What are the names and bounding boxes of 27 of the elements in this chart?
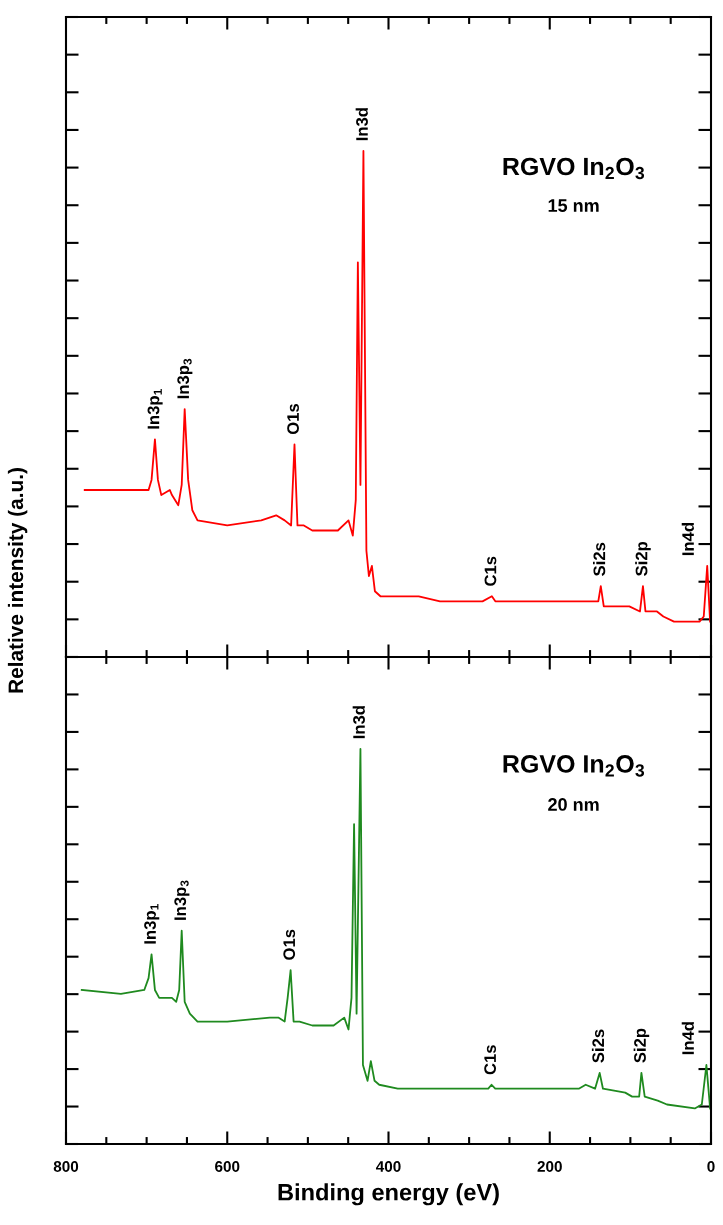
annotation: In3p$_{1}$ (147, 389, 163, 429)
text: 20 nm (548, 798, 599, 811)
annotation: In3p$_{1}$ (144, 904, 160, 944)
x-tick-label: 600 (215, 1161, 240, 1172)
annotation: O1s (287, 403, 299, 435)
y-axis-title: Relative intensity (a.u.) (7, 468, 28, 693)
x-axis-title: Binding energy (eV) (278, 1183, 499, 1206)
annotation: In3d (355, 108, 368, 141)
annotation: C1s (484, 556, 497, 586)
x-tick-label: 400 (375, 1161, 401, 1172)
x-tick-label: 0 (707, 1161, 715, 1172)
annotation: In3d (352, 706, 365, 739)
annotation: Si2s (591, 1029, 605, 1063)
annotation: O1s (283, 929, 296, 960)
annotation: Si2s (593, 542, 606, 576)
x-tick-label: 800 (53, 1161, 79, 1172)
annotation: Si2p (635, 541, 651, 576)
x-tick-label: 200 (537, 1161, 562, 1172)
annotation: In3p$_{3}$ (174, 880, 190, 920)
annotation: In4d (681, 523, 694, 556)
chart-title: RGVO In$_{2}$O$_{3}$ (503, 755, 645, 777)
text: 15 nm (548, 199, 599, 212)
annotation: In4d (681, 1022, 694, 1055)
chart-title: RGVO In$_{2}$O$_{3}$ (503, 157, 645, 180)
annotation: In3p$_{3}$ (177, 358, 193, 399)
annotation: C1s (484, 1045, 497, 1075)
annotation: Si2p (633, 1028, 650, 1063)
